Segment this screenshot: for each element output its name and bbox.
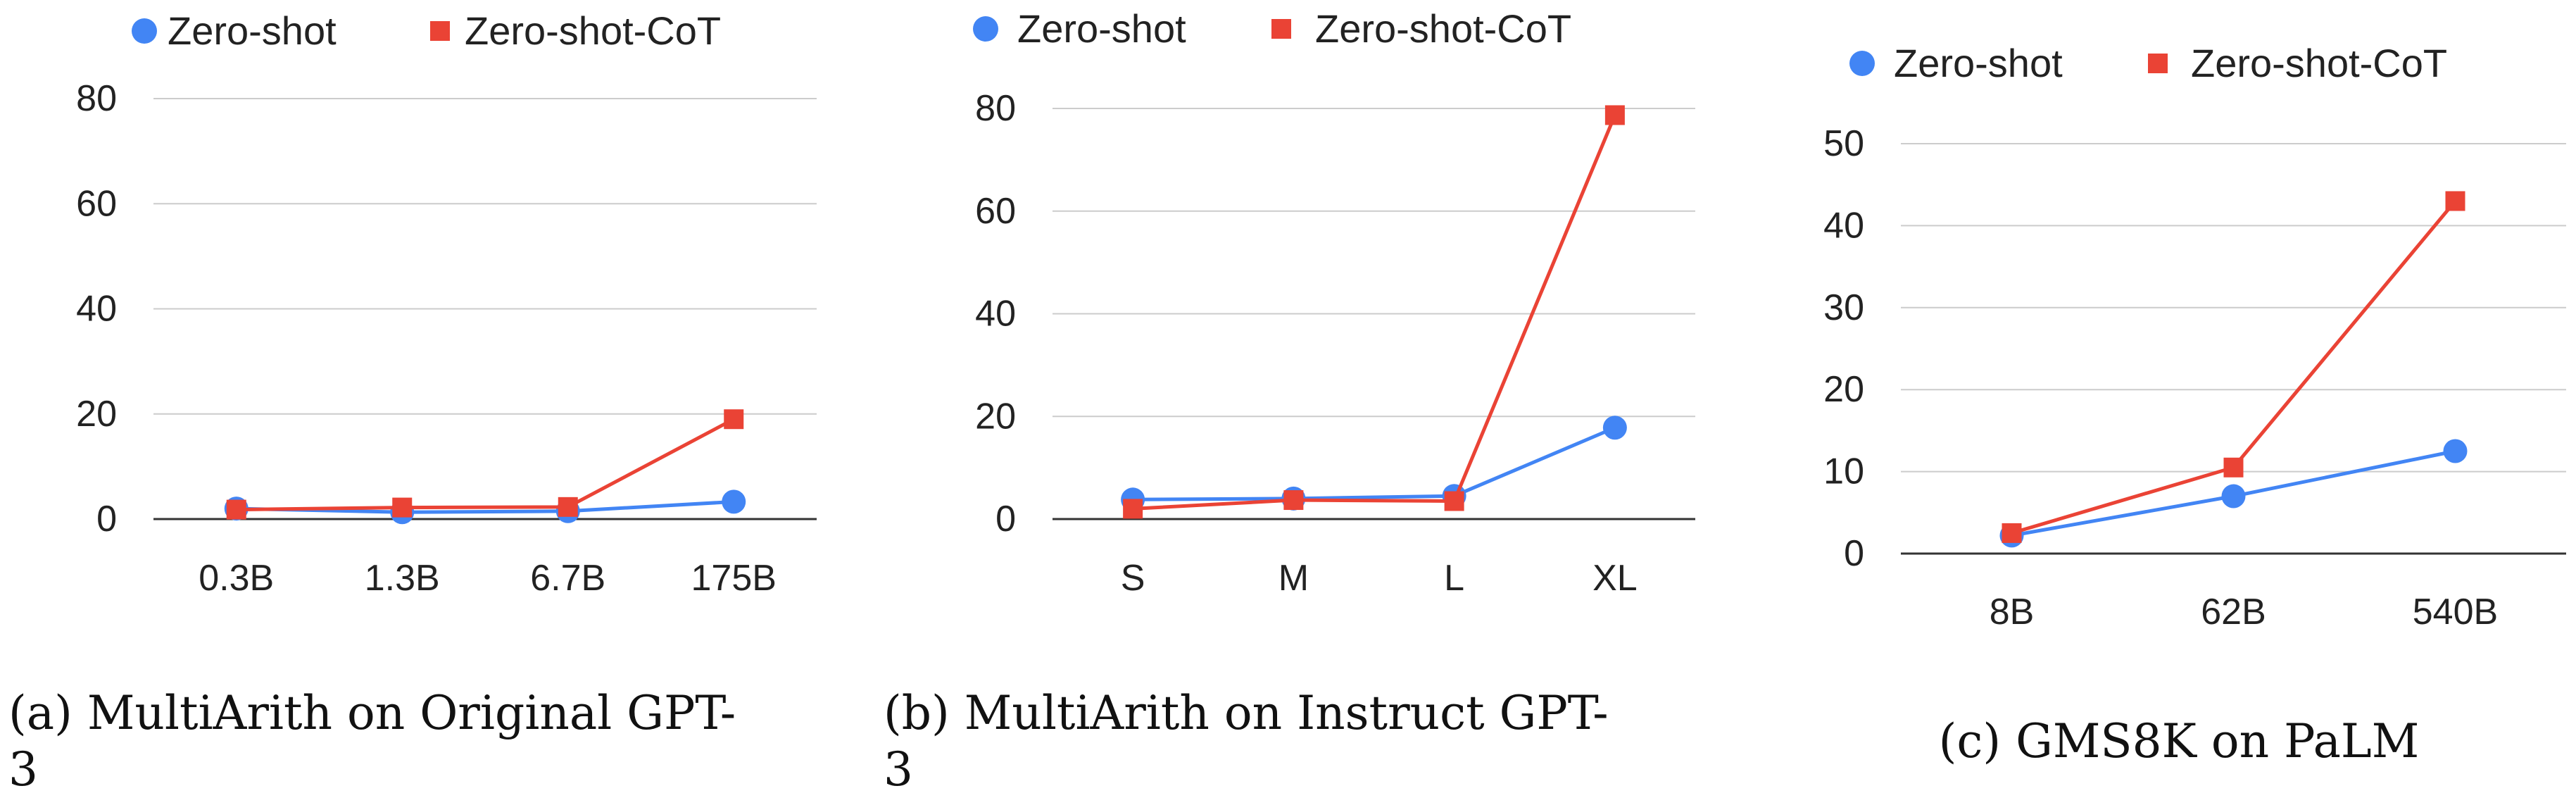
legend: Zero-shot Zero-shot-CoT: [132, 8, 721, 53]
y-tick-label: 60: [975, 191, 1016, 232]
series-line-zero-shot-cot: [2011, 199, 2457, 535]
data-point-zero-shot-cot: [724, 409, 744, 430]
legend-label-zero-shot: Zero-shot: [168, 8, 337, 53]
y-tick-label: 30: [1823, 287, 1864, 328]
x-tick-label: S: [1121, 558, 1145, 599]
data-point-zero-shot-cot: [1444, 491, 1464, 511]
chart-panel-3: 0 10 20 30 40 50 8B 62B 540B Zero-shot Zero-shot-C…: [1823, 41, 2566, 768]
legend: Zero-shot Zero-shot-CoT: [973, 6, 1571, 51]
y-tick-label: 40: [76, 289, 117, 330]
y-tick-label: 40: [1823, 205, 1864, 246]
legend-marker-zero-shot: [1849, 51, 1875, 76]
series-line-zero-shot: [236, 499, 734, 514]
legend-label-zero-shot-cot: Zero-shot-CoT: [465, 8, 721, 53]
y-tick-label: 0: [995, 499, 1016, 539]
x-tick-label: XL: [1592, 558, 1638, 599]
y-tick-label: 60: [76, 183, 117, 224]
subfigure-caption: (c) GMS8K on PaLM: [1939, 714, 2420, 768]
data-point-zero-shot: [2443, 439, 2468, 463]
series-line-zero-shot-cot: [1132, 114, 1617, 511]
x-tick-label: 8B: [1990, 592, 2035, 632]
y-tick-label: 20: [975, 396, 1016, 437]
y-tick-label: 80: [76, 78, 117, 119]
x-tick-label: 1.3B: [365, 558, 440, 599]
y-tick-label: 50: [1823, 123, 1864, 164]
chart-panel-2: 0 20 40 60 80 S M L XL Zero-shot Zero-shot-CoT (b) …: [884, 6, 1695, 797]
x-tick-label: M: [1278, 558, 1309, 599]
series-line-zero-shot: [1133, 425, 1616, 501]
data-point-zero-shot: [722, 489, 746, 514]
data-point-zero-shot-cot: [2223, 457, 2244, 478]
legend-marker-zero-shot-cot: [430, 21, 450, 41]
x-tick-label: L: [1444, 558, 1464, 599]
data-point-zero-shot: [2221, 484, 2246, 508]
x-tick-label: 6.7B: [530, 558, 605, 599]
y-tick-label: 20: [1823, 369, 1864, 410]
legend-marker-zero-shot-cot: [1271, 19, 1291, 39]
y-tick-label: 10: [1823, 451, 1864, 492]
data-point-zero-shot-cot: [1604, 105, 1625, 125]
legend-label-zero-shot-cot: Zero-shot-CoT: [1315, 6, 1571, 51]
subfigure-caption-continued: 3: [8, 742, 38, 797]
data-point-zero-shot-cot: [2002, 523, 2022, 543]
y-tick-label: 0: [1844, 533, 1864, 574]
data-point-zero-shot-cot: [1123, 499, 1143, 519]
legend-label-zero-shot-cot: Zero-shot-CoT: [2191, 41, 2447, 85]
data-point-zero-shot-cot: [226, 499, 246, 520]
data-point-zero-shot-cot: [1283, 490, 1304, 511]
legend: Zero-shot Zero-shot-CoT: [1849, 41, 2447, 85]
x-tick-label: 62B: [2201, 592, 2266, 632]
data-point-zero-shot: [1602, 416, 1627, 440]
x-tick-label: 540B: [2413, 592, 2498, 632]
subfigure-caption: (a) MultiArith on Original GPT-: [8, 686, 736, 740]
series-line-zero-shot-cot: [236, 418, 735, 512]
data-point-zero-shot-cot: [392, 497, 413, 518]
data-point-zero-shot-cot: [558, 497, 578, 517]
legend-marker-zero-shot: [132, 18, 157, 44]
legend-marker-zero-shot-cot: [2148, 54, 2168, 73]
y-tick-label: 40: [975, 294, 1016, 335]
legend-label-zero-shot: Zero-shot: [1894, 41, 2063, 85]
y-tick-label: 80: [975, 88, 1016, 129]
y-tick-label: 0: [96, 499, 117, 539]
subfigure-caption-continued: 3: [884, 742, 913, 797]
legend-label-zero-shot: Zero-shot: [1017, 6, 1186, 51]
data-point-zero-shot-cot: [2445, 191, 2465, 211]
x-tick-label: 175B: [691, 558, 777, 599]
subfigure-caption: (b) MultiArith on Instruct GPT-: [884, 686, 1609, 740]
x-tick-label: 0.3B: [199, 558, 274, 599]
y-tick-label: 20: [76, 394, 117, 435]
legend-marker-zero-shot: [973, 16, 998, 42]
